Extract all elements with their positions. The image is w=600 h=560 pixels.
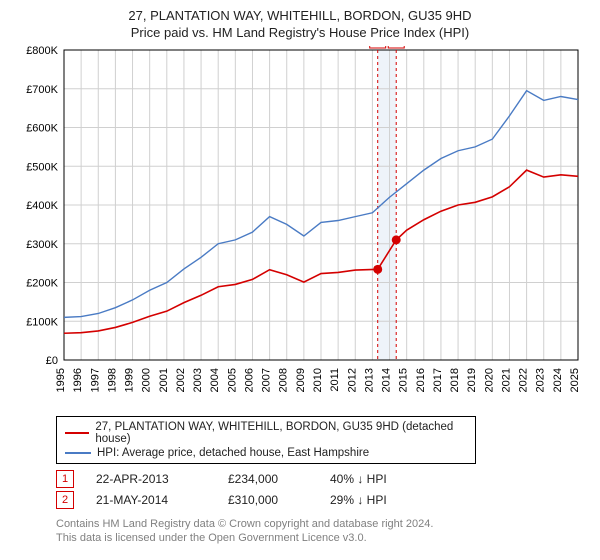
svg-text:2008: 2008	[278, 368, 290, 392]
svg-text:2005: 2005	[226, 368, 238, 392]
svg-text:2009: 2009	[295, 368, 307, 392]
legend: 27, PLANTATION WAY, WHITEHILL, BORDON, G…	[56, 416, 476, 464]
svg-text:2007: 2007	[261, 368, 273, 392]
legend-label: 27, PLANTATION WAY, WHITEHILL, BORDON, G…	[95, 421, 467, 445]
svg-text:2004: 2004	[209, 368, 221, 392]
svg-text:£400K: £400K	[26, 200, 58, 212]
svg-text:2011: 2011	[329, 368, 341, 392]
svg-text:1996: 1996	[72, 368, 84, 392]
svg-text:£0: £0	[46, 355, 58, 367]
legend-label: HPI: Average price, detached house, East…	[97, 447, 369, 459]
footer-line1: Contains HM Land Registry data © Crown c…	[56, 517, 584, 531]
event-date: 22-APR-2013	[96, 472, 206, 486]
svg-text:£200K: £200K	[26, 277, 58, 289]
chart-titles: 27, PLANTATION WAY, WHITEHILL, BORDON, G…	[14, 8, 586, 42]
svg-text:2012: 2012	[346, 368, 358, 392]
svg-text:2019: 2019	[466, 368, 478, 392]
svg-text:2014: 2014	[381, 368, 393, 392]
svg-text:1999: 1999	[124, 368, 136, 392]
title-address: 27, PLANTATION WAY, WHITEHILL, BORDON, G…	[14, 8, 586, 25]
event-table: 1 22-APR-2013 £234,000 40% ↓ HPI 2 21-MAY-201…	[56, 470, 584, 509]
svg-text:£600K: £600K	[26, 122, 58, 134]
event-row: 2 21-MAY-2014 £310,000 29% ↓ HPI	[56, 491, 584, 509]
title-subtitle: Price paid vs. HM Land Registry's House …	[14, 25, 586, 42]
svg-text:1: 1	[375, 46, 381, 47]
event-row: 1 22-APR-2013 £234,000 40% ↓ HPI	[56, 470, 584, 488]
svg-text:1995: 1995	[55, 368, 67, 392]
svg-text:2022: 2022	[518, 368, 530, 392]
legend-row: 27, PLANTATION WAY, WHITEHILL, BORDON, G…	[65, 420, 467, 446]
event-delta: 40% ↓ HPI	[330, 472, 387, 486]
svg-text:£700K: £700K	[26, 84, 58, 96]
chart: £0 £100K £200K £300K £400K £500K £600K £700K £80…	[14, 46, 586, 406]
svg-text:2013: 2013	[363, 368, 375, 392]
svg-text:2006: 2006	[243, 368, 255, 392]
svg-text:2015: 2015	[398, 368, 410, 392]
svg-text:2020: 2020	[483, 368, 495, 392]
svg-text:£300K: £300K	[26, 239, 58, 251]
svg-text:£500K: £500K	[26, 161, 58, 173]
svg-text:2001: 2001	[158, 368, 170, 392]
svg-text:1997: 1997	[89, 368, 101, 392]
legend-row: HPI: Average price, detached house, East…	[65, 446, 467, 460]
svg-text:2025: 2025	[569, 368, 581, 392]
event-badge: 1	[56, 470, 74, 488]
svg-text:2017: 2017	[432, 368, 444, 392]
event-badge: 2	[56, 491, 74, 509]
event-date: 21-MAY-2014	[96, 493, 206, 507]
footer-line2: This data is licensed under the Open Gov…	[56, 531, 584, 545]
legend-swatch	[65, 432, 89, 434]
event-price: £310,000	[228, 493, 308, 507]
svg-text:£800K: £800K	[26, 46, 58, 57]
chart-svg: £0 £100K £200K £300K £400K £500K £600K £700K £80…	[14, 46, 586, 406]
svg-text:2023: 2023	[535, 368, 547, 392]
legend-swatch	[65, 452, 91, 454]
svg-text:2024: 2024	[552, 368, 564, 392]
svg-text:2: 2	[393, 46, 399, 47]
svg-text:2000: 2000	[141, 368, 153, 392]
footer: Contains HM Land Registry data © Crown c…	[56, 517, 584, 546]
svg-text:2010: 2010	[312, 368, 324, 392]
svg-text:2018: 2018	[449, 368, 461, 392]
svg-text:1998: 1998	[106, 368, 118, 392]
svg-text:2003: 2003	[192, 368, 204, 392]
event-delta: 29% ↓ HPI	[330, 493, 387, 507]
svg-text:2016: 2016	[415, 368, 427, 392]
svg-text:2021: 2021	[500, 368, 512, 392]
svg-text:2002: 2002	[175, 368, 187, 392]
svg-text:£100K: £100K	[26, 316, 58, 328]
event-price: £234,000	[228, 472, 308, 486]
